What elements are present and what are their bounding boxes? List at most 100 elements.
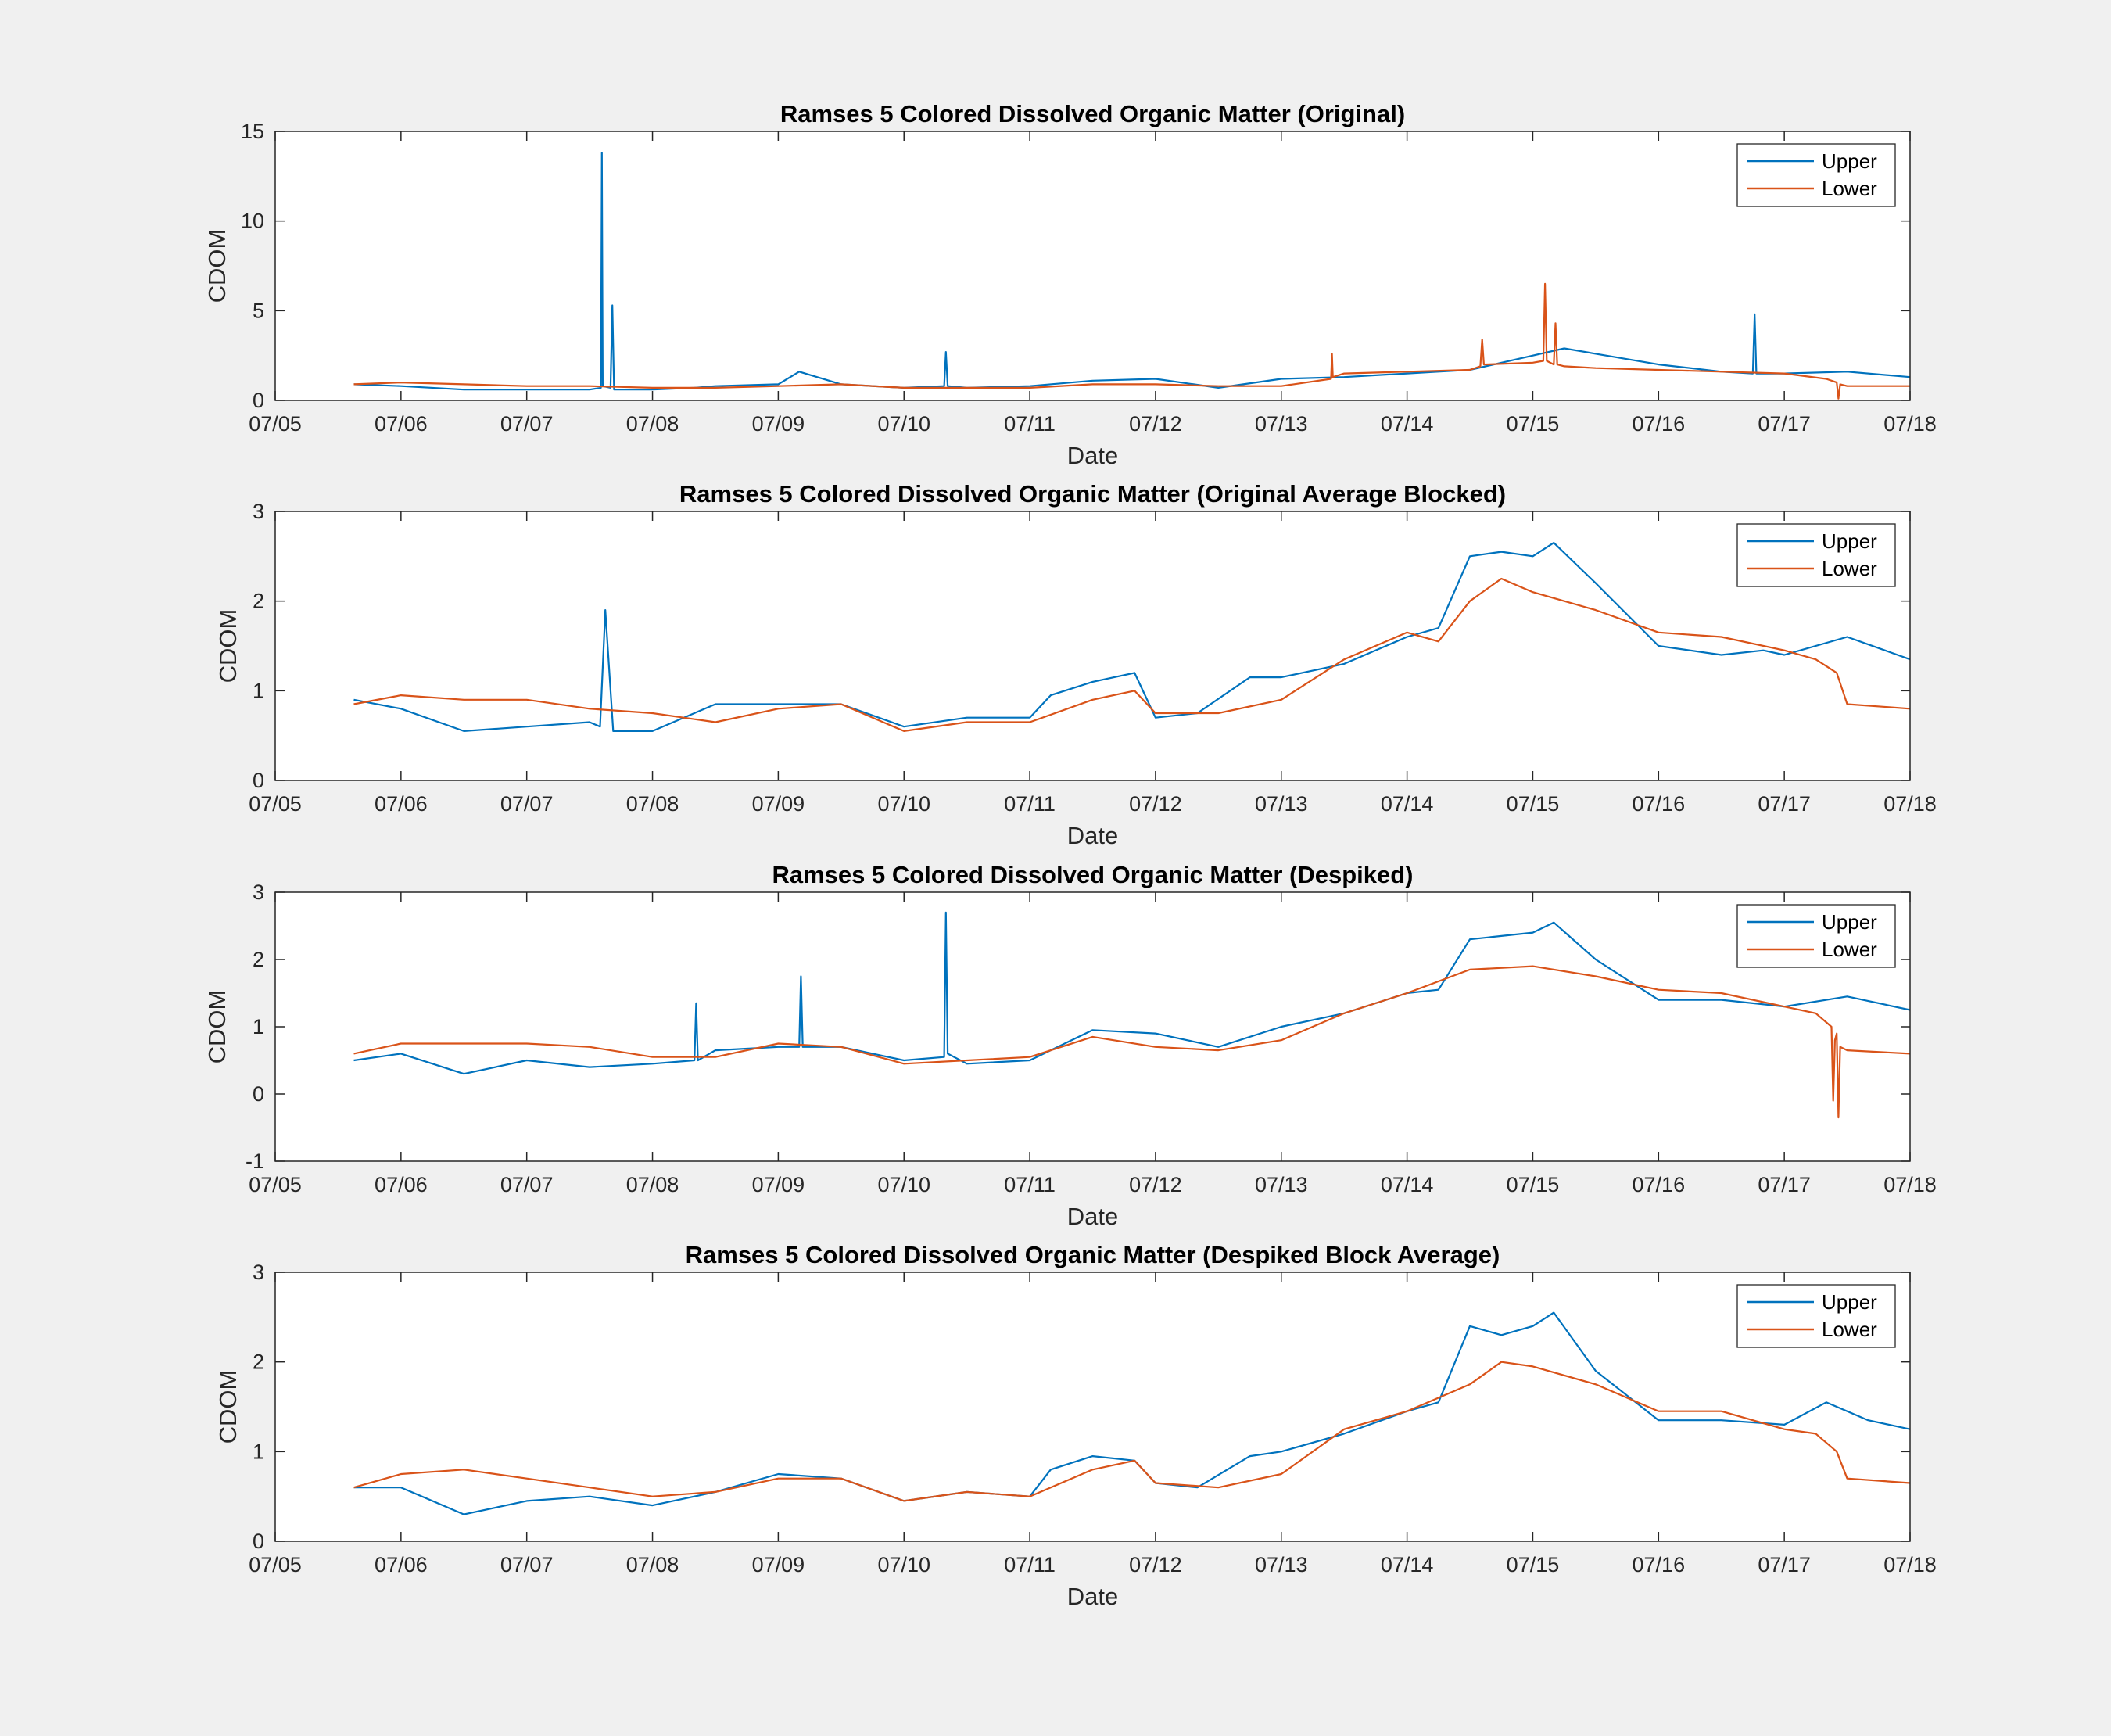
legend: Upper Lower xyxy=(1736,523,1896,587)
x-tick-label: 07/06 xyxy=(375,412,428,436)
y-axis-label: CDOM xyxy=(214,1370,242,1444)
x-tick-label: 07/06 xyxy=(375,792,428,816)
y-tick-label: 3 xyxy=(253,1261,264,1284)
y-axis-label: CDOM xyxy=(203,229,231,303)
axes-background xyxy=(275,511,1910,780)
series-line-lower xyxy=(353,965,1910,1119)
x-tick-label: 07/05 xyxy=(249,1173,302,1196)
legend: Upper Lower xyxy=(1736,1284,1896,1348)
x-tick-label: 07/10 xyxy=(877,1553,930,1576)
x-tick-label: 07/16 xyxy=(1633,1553,1686,1576)
x-tick-label: 07/13 xyxy=(1255,792,1308,816)
x-tick-label: 07/17 xyxy=(1758,1173,1811,1196)
x-tick-label: 07/09 xyxy=(752,412,805,436)
legend-label-upper: Upper xyxy=(1822,149,1877,173)
x-tick-label: 07/09 xyxy=(752,1173,805,1196)
x-tick-label: 07/05 xyxy=(249,412,302,436)
x-axis-label: Date xyxy=(1067,1203,1118,1230)
y-tick-label: 2 xyxy=(253,1350,264,1374)
x-tick-label: 07/18 xyxy=(1883,1553,1937,1576)
legend-label-upper: Upper xyxy=(1822,910,1877,934)
x-axis-label: Date xyxy=(1067,1583,1118,1610)
y-tick-label: 1 xyxy=(253,1440,264,1463)
y-tick-label: 0 xyxy=(253,389,264,412)
legend-label-upper: Upper xyxy=(1822,529,1877,553)
x-tick-label: 07/09 xyxy=(752,1553,805,1576)
legend-label-lower: Lower xyxy=(1822,177,1877,200)
axes-box xyxy=(274,131,1911,401)
legend-box xyxy=(1736,143,1896,207)
x-tick-label: 07/15 xyxy=(1507,1173,1560,1196)
subplot-2: 07/05 07/06 07/07 07/08 07/09 07/10 07/11 07/12… xyxy=(214,480,1937,849)
x-tick-label: 07/09 xyxy=(752,792,805,816)
x-axis-label: Date xyxy=(1067,822,1118,849)
x-tick-label: 07/15 xyxy=(1507,792,1560,816)
x-tick-label: 07/06 xyxy=(375,1173,428,1196)
legend-label-lower: Lower xyxy=(1822,557,1877,580)
x-tick-label: 07/07 xyxy=(500,1173,554,1196)
x-tick-label: 07/07 xyxy=(500,792,554,816)
subplot-4: 07/05 07/06 07/07 07/08 07/09 07/10 07/11 07/12… xyxy=(214,1241,1937,1610)
legend-box xyxy=(1736,904,1896,968)
x-tick-label: 07/12 xyxy=(1129,1173,1182,1196)
y-tick-label: 0 xyxy=(253,1530,264,1553)
x-tick-label: 07/08 xyxy=(626,412,679,436)
x-tick-label: 07/12 xyxy=(1129,792,1182,816)
y-axis-label: CDOM xyxy=(214,609,242,683)
y-tick-label: 1 xyxy=(253,679,264,702)
x-axis-label: Date xyxy=(1067,442,1118,469)
x-tick-label: 07/08 xyxy=(626,1173,679,1196)
y-tick-label: 2 xyxy=(253,948,264,971)
legend-box xyxy=(1736,523,1896,587)
x-tick-label: 07/11 xyxy=(1004,792,1056,816)
x-tick-label: 07/18 xyxy=(1883,792,1937,816)
x-tick-label: 07/13 xyxy=(1255,1173,1308,1196)
y-tick-label: 2 xyxy=(253,590,264,613)
x-tick-label: 07/10 xyxy=(877,792,930,816)
legend-label-upper: Upper xyxy=(1822,1290,1877,1314)
y-tick-label: 0 xyxy=(253,769,264,792)
axes-background xyxy=(275,1272,1910,1541)
axes-box xyxy=(274,1272,1911,1542)
x-tick-label: 07/14 xyxy=(1381,792,1434,816)
subplot-3: 07/05 07/06 07/07 07/08 07/09 07/10 07/11 07/12… xyxy=(203,861,1937,1230)
x-tick-label: 07/11 xyxy=(1004,1553,1056,1576)
legend-box xyxy=(1736,1284,1896,1348)
x-tick-label: 07/10 xyxy=(877,1173,930,1196)
x-tick-label: 07/18 xyxy=(1883,1173,1937,1196)
x-tick-label: 07/16 xyxy=(1633,792,1686,816)
x-tick-label: 07/11 xyxy=(1004,412,1056,436)
x-tick-label: 07/12 xyxy=(1129,412,1182,436)
series-line-upper xyxy=(353,541,1910,733)
series-line-lower xyxy=(353,1361,1910,1502)
x-tick-label: 07/17 xyxy=(1758,412,1811,436)
y-tick-label: 15 xyxy=(241,120,264,143)
series-line-lower xyxy=(353,577,1910,733)
x-tick-label: 07/07 xyxy=(500,412,554,436)
x-tick-label: 07/14 xyxy=(1381,1553,1434,1576)
y-tick-label: 5 xyxy=(253,299,264,322)
chart-title: Ramses 5 Colored Dissolved Organic Matte… xyxy=(686,1241,1500,1268)
x-tick-label: 07/15 xyxy=(1507,412,1560,436)
x-tick-label: 07/10 xyxy=(877,412,930,436)
x-tick-label: 07/05 xyxy=(249,1553,302,1576)
axes-background xyxy=(275,892,1910,1161)
x-tick-label: 07/11 xyxy=(1004,1173,1056,1196)
series-line-lower xyxy=(353,282,1910,400)
x-tick-label: 07/17 xyxy=(1758,1553,1811,1576)
legend: Upper Lower xyxy=(1736,143,1896,207)
x-tick-label: 07/14 xyxy=(1381,1173,1434,1196)
chart-title: Ramses 5 Colored Dissolved Organic Matte… xyxy=(780,100,1405,127)
axes-background xyxy=(275,131,1910,400)
x-tick-label: 07/15 xyxy=(1507,1553,1560,1576)
x-tick-label: 07/17 xyxy=(1758,792,1811,816)
x-tick-label: 07/05 xyxy=(249,792,302,816)
x-tick-label: 07/06 xyxy=(375,1553,428,1576)
x-tick-label: 07/13 xyxy=(1255,1553,1308,1576)
legend-label-lower: Lower xyxy=(1822,938,1877,961)
subplot-1: 07/05 07/06 07/07 07/08 07/09 07/10 07/11 07/12… xyxy=(203,100,1937,469)
x-tick-label: 07/13 xyxy=(1255,412,1308,436)
x-tick-label: 07/14 xyxy=(1381,412,1434,436)
y-tick-label: -1 xyxy=(246,1150,264,1173)
